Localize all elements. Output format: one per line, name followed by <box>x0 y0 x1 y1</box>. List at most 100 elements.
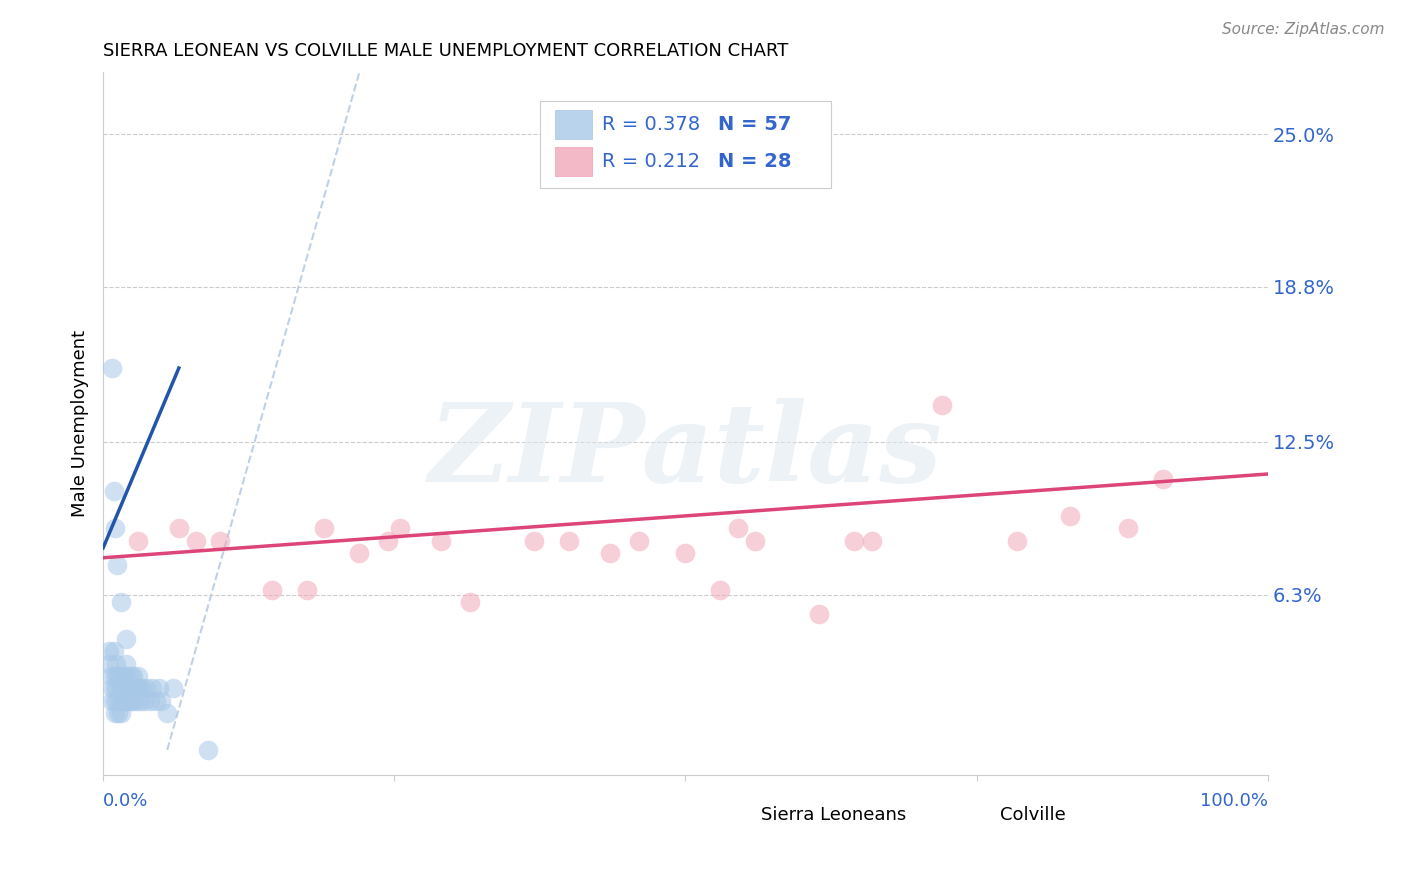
Point <box>599 546 621 560</box>
Point <box>104 669 127 683</box>
Point <box>389 521 412 535</box>
FancyBboxPatch shape <box>963 787 991 810</box>
Point <box>131 681 153 696</box>
Point <box>931 398 953 412</box>
Point <box>108 669 131 683</box>
Point <box>103 484 125 499</box>
Point <box>727 521 749 535</box>
Point <box>104 521 127 535</box>
Point <box>135 681 157 696</box>
Point <box>120 669 142 683</box>
Point <box>101 681 124 696</box>
Y-axis label: Male Unemployment: Male Unemployment <box>72 330 89 517</box>
Point <box>105 669 128 683</box>
FancyBboxPatch shape <box>725 787 754 810</box>
Point <box>107 693 129 707</box>
Text: R = 0.212: R = 0.212 <box>602 153 700 171</box>
Point <box>349 546 371 560</box>
Point <box>148 681 170 696</box>
Point <box>1116 521 1139 535</box>
Point <box>122 669 145 683</box>
Point <box>260 582 283 597</box>
Point <box>627 533 650 548</box>
Text: 0.0%: 0.0% <box>103 792 149 810</box>
Point <box>114 693 136 707</box>
Point <box>101 693 124 707</box>
Point <box>295 582 318 597</box>
Text: 100.0%: 100.0% <box>1199 792 1268 810</box>
Point <box>709 582 731 597</box>
FancyBboxPatch shape <box>555 147 592 177</box>
Text: Colville: Colville <box>1000 806 1066 824</box>
Text: ZIPatlas: ZIPatlas <box>429 398 942 506</box>
Point <box>124 681 146 696</box>
Point <box>105 681 128 696</box>
Point <box>117 693 139 707</box>
FancyBboxPatch shape <box>540 101 831 188</box>
Point <box>208 533 231 548</box>
Point <box>127 533 149 548</box>
Point <box>104 681 127 696</box>
Point <box>128 681 150 696</box>
Point <box>808 607 831 622</box>
Point <box>104 706 127 720</box>
Point <box>860 533 883 548</box>
Point <box>104 657 127 671</box>
Point <box>107 706 129 720</box>
FancyBboxPatch shape <box>555 110 592 139</box>
Point <box>111 681 134 696</box>
Point <box>377 533 399 548</box>
Point <box>558 533 581 548</box>
Point <box>118 681 141 696</box>
Point <box>97 644 120 658</box>
Point <box>115 632 138 646</box>
Point <box>110 681 132 696</box>
Text: N = 57: N = 57 <box>718 115 792 134</box>
Point <box>97 657 120 671</box>
Text: N = 28: N = 28 <box>718 153 792 171</box>
Point <box>101 361 124 376</box>
Point <box>121 681 143 696</box>
Point <box>132 693 155 707</box>
Point <box>744 533 766 548</box>
Point <box>118 693 141 707</box>
Point <box>1059 508 1081 523</box>
Point <box>121 693 143 707</box>
Point <box>112 681 135 696</box>
Point <box>844 533 866 548</box>
Point <box>110 706 132 720</box>
Point <box>115 657 138 671</box>
Point <box>110 595 132 609</box>
Point <box>138 693 160 707</box>
Point <box>1152 472 1174 486</box>
Point <box>104 693 127 707</box>
Point <box>162 681 184 696</box>
Point <box>115 681 138 696</box>
Text: R = 0.378: R = 0.378 <box>602 115 700 134</box>
Point <box>523 533 546 548</box>
Point <box>150 693 173 707</box>
Point <box>197 743 219 757</box>
Point <box>1007 533 1029 548</box>
Text: Source: ZipAtlas.com: Source: ZipAtlas.com <box>1222 22 1385 37</box>
Text: Sierra Leoneans: Sierra Leoneans <box>761 806 907 824</box>
Point <box>458 595 481 609</box>
Point <box>105 558 128 573</box>
Point <box>156 706 179 720</box>
Point <box>100 669 122 683</box>
Text: SIERRA LEONEAN VS COLVILLE MALE UNEMPLOYMENT CORRELATION CHART: SIERRA LEONEAN VS COLVILLE MALE UNEMPLOY… <box>103 42 789 60</box>
Point <box>167 521 190 535</box>
Point <box>145 693 167 707</box>
Point <box>103 644 125 658</box>
Point <box>112 669 135 683</box>
Point <box>127 669 149 683</box>
Point <box>675 546 697 560</box>
Point <box>125 681 148 696</box>
Point <box>314 521 336 535</box>
Point <box>141 681 163 696</box>
Point <box>430 533 453 548</box>
Point <box>110 693 132 707</box>
Point <box>186 533 208 548</box>
Point <box>125 693 148 707</box>
Point <box>111 693 134 707</box>
